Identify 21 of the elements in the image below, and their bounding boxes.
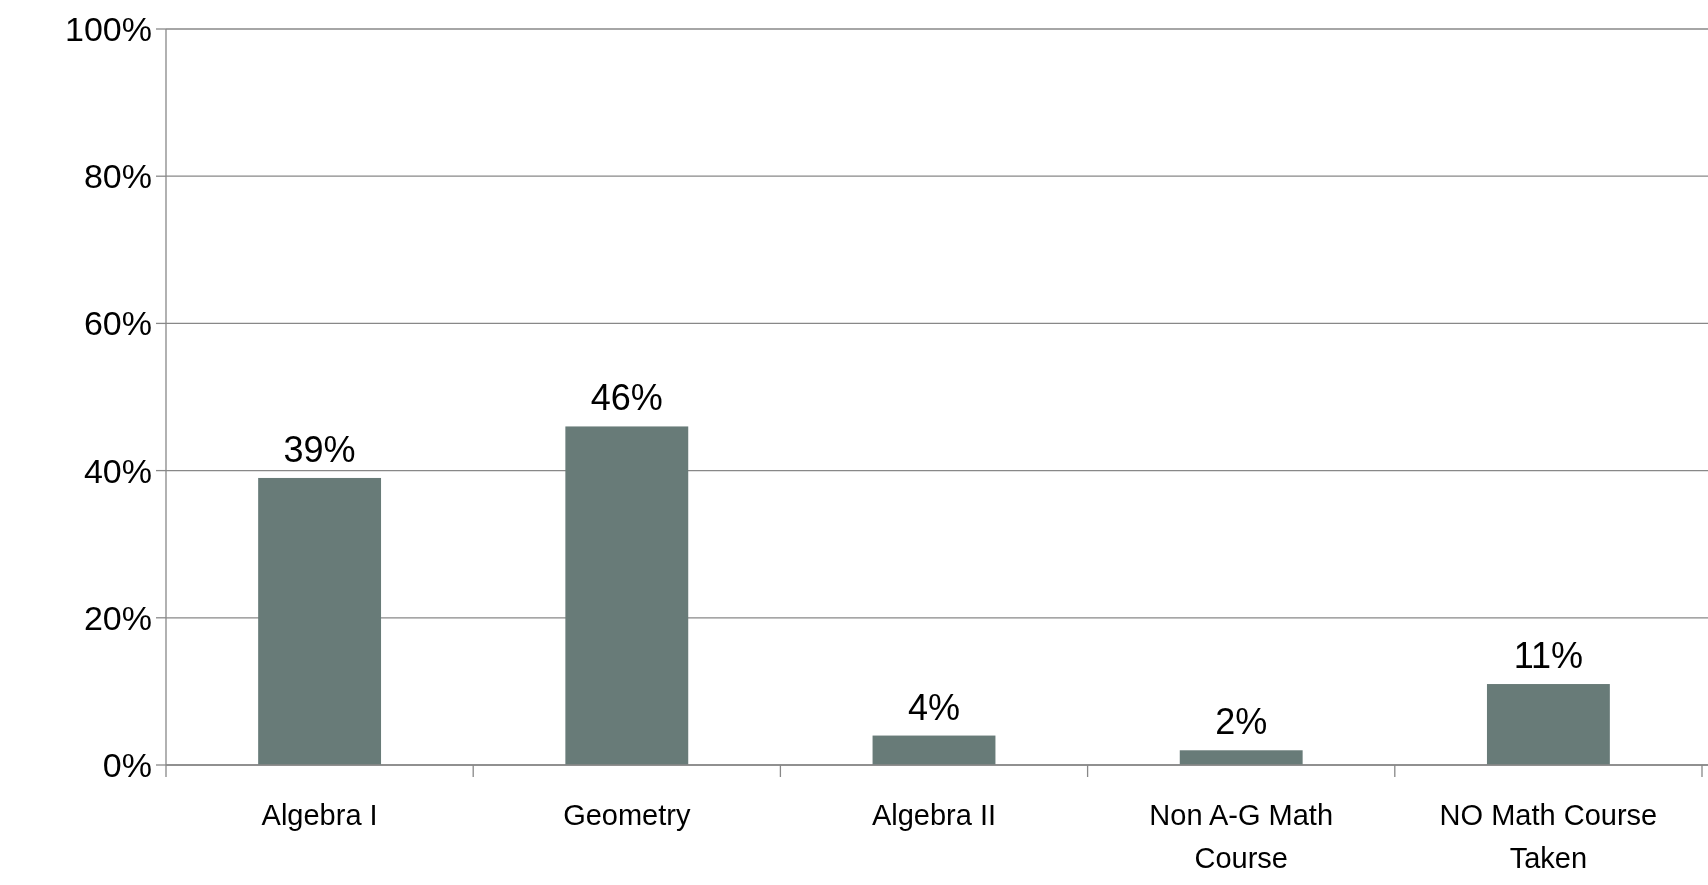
x-tick-label: Geometry xyxy=(563,799,691,831)
data-label: 46% xyxy=(590,377,663,419)
bar xyxy=(872,735,996,765)
data-label: 2% xyxy=(1215,701,1268,743)
x-tick-label: NO Math Course Taken xyxy=(1439,799,1658,874)
bar xyxy=(1179,750,1303,765)
y-tick-label: 0% xyxy=(102,746,152,784)
y-tick-label: 80% xyxy=(83,157,152,196)
x-tick-label: Non A-G Math Course xyxy=(1149,799,1334,874)
data-label: 39% xyxy=(283,428,356,470)
bar xyxy=(1486,684,1610,765)
data-label: 11% xyxy=(1513,635,1584,677)
y-tick-label: 20% xyxy=(83,598,152,637)
bar xyxy=(565,426,689,765)
x-tick-label: Algebra I xyxy=(261,799,378,831)
y-tick-label: 40% xyxy=(83,451,152,490)
x-tick-label: Algebra II xyxy=(871,799,997,831)
y-tick-label: 100% xyxy=(65,10,152,48)
y-tick-label: 60% xyxy=(83,304,152,343)
bar xyxy=(258,477,382,765)
data-label: 4% xyxy=(907,686,961,728)
